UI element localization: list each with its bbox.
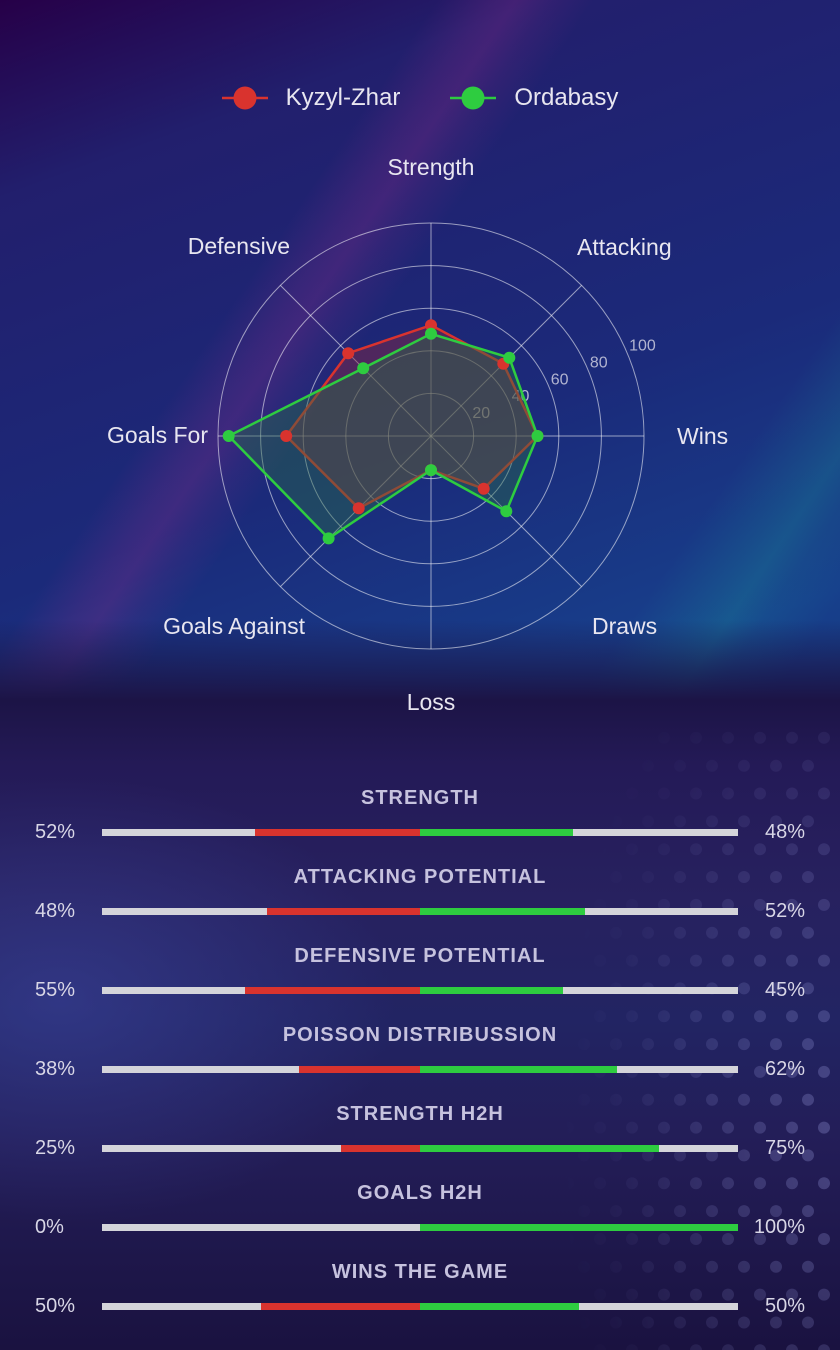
svg-text:100: 100	[629, 337, 656, 354]
svg-text:Draws: Draws	[592, 613, 657, 639]
svg-text:Loss: Loss	[407, 689, 456, 710]
svg-text:Wins: Wins	[677, 423, 728, 449]
svg-text:Defensive: Defensive	[188, 233, 290, 259]
svg-text:Attacking: Attacking	[577, 234, 672, 260]
svg-text:Strength: Strength	[388, 154, 475, 180]
svg-text:80: 80	[590, 354, 608, 371]
svg-text:60: 60	[551, 371, 569, 388]
svg-text:Goals Against: Goals Against	[163, 613, 306, 639]
svg-text:Goals For: Goals For	[107, 422, 208, 448]
